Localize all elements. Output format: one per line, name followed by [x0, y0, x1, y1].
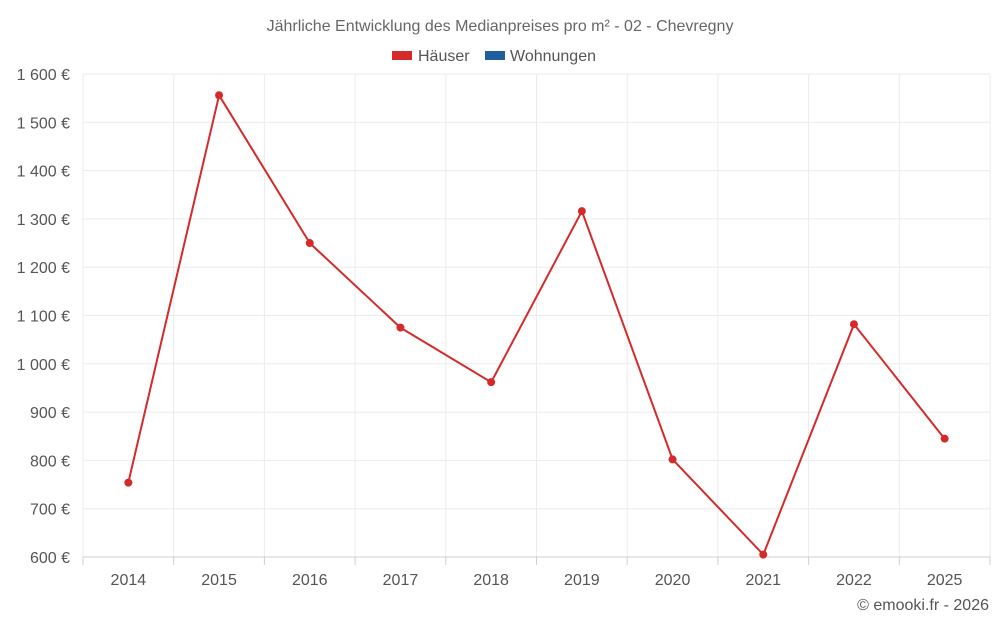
legend-item-wohnungen[interactable]: Wohnungen	[485, 48, 596, 65]
y-tick-label: 800 €	[30, 453, 70, 470]
data-point-haeuser-2017[interactable]	[396, 323, 405, 332]
chart-title: Jährliche Entwicklung des Medianpreises …	[267, 18, 734, 35]
data-point-haeuser-2014[interactable]	[124, 478, 133, 487]
y-tick-label: 1 000 €	[17, 357, 70, 374]
y-tick-label: 900 €	[30, 405, 70, 422]
axes	[82, 556, 991, 565]
data-point-haeuser-2021[interactable]	[759, 550, 768, 559]
y-tick-label: 700 €	[30, 502, 70, 519]
y-tick-label: 1 100 €	[17, 309, 70, 326]
y-tick-label: 1 300 €	[17, 212, 70, 229]
legend-item-haeuser[interactable]: Häuser	[392, 48, 470, 65]
legend-label-wohnungen: Wohnungen	[510, 48, 596, 65]
legend-swatch-wohnungen	[485, 51, 505, 60]
series-haeuser	[124, 91, 949, 559]
x-tick-label: 2021	[745, 572, 781, 589]
x-tick-label: 2020	[655, 572, 691, 589]
chart-credit: © emooki.fr - 2026	[857, 597, 989, 614]
x-tick-label: 2019	[564, 572, 600, 589]
data-point-haeuser-2018[interactable]	[487, 378, 496, 387]
y-tick-label: 600 €	[30, 550, 70, 567]
y-tick-label: 1 600 €	[17, 67, 70, 84]
grid	[82, 73, 991, 557]
legend-swatch-haeuser	[392, 51, 412, 60]
x-tick-label: 2018	[473, 572, 509, 589]
legend: Häuser Wohnungen	[392, 48, 596, 65]
x-tick-label: 2022	[836, 572, 872, 589]
x-tick-label: 2015	[201, 572, 237, 589]
data-point-haeuser-2020[interactable]	[668, 455, 677, 464]
x-tick-label: 2017	[383, 572, 419, 589]
data-point-haeuser-2025[interactable]	[940, 434, 949, 443]
y-tick-label: 1 400 €	[17, 164, 70, 181]
data-point-haeuser-2022[interactable]	[849, 320, 858, 329]
y-tick-label: 1 500 €	[17, 115, 70, 132]
legend-label-haeuser: Häuser	[418, 48, 470, 65]
x-tick-label: 2016	[292, 572, 328, 589]
y-tick-label: 1 200 €	[17, 260, 70, 277]
data-point-haeuser-2015[interactable]	[215, 91, 224, 100]
x-tick-label: 2025	[927, 572, 963, 589]
x-axis-ticks: 2014 2015 2016 2017 2018 2019 2020 2021 2022 2025	[111, 572, 963, 589]
x-tick-label: 2014	[111, 572, 147, 589]
data-point-haeuser-2019[interactable]	[577, 207, 586, 216]
y-axis-ticks: 600 € 700 € 800 € 900 € 1 000 € 1 100 € 1 200 …	[17, 67, 70, 567]
series-line-haeuser	[127, 94, 946, 556]
data-point-haeuser-2016[interactable]	[305, 239, 314, 248]
